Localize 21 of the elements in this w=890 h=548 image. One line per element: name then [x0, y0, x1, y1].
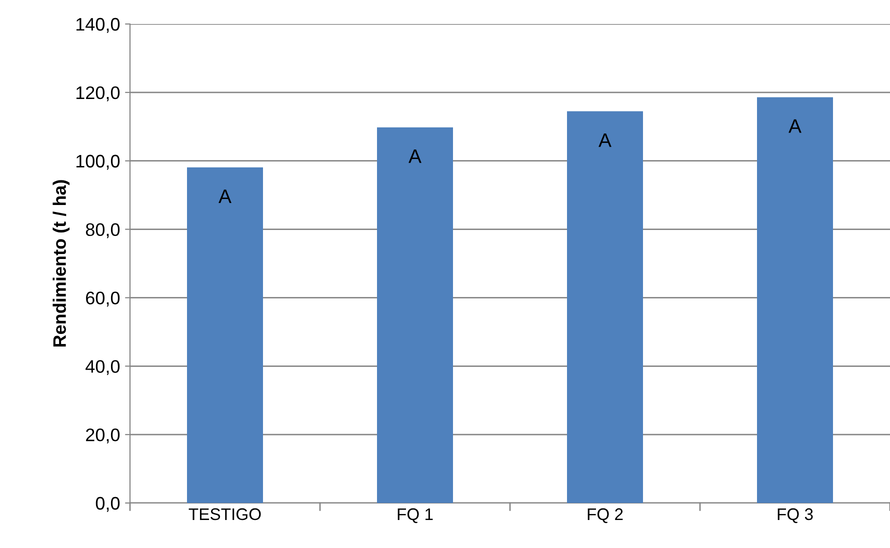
- annotation: A: [598, 133, 612, 147]
- y-tick-label: 60,0: [86, 292, 120, 307]
- x-tick-label: TESTIGO: [188, 508, 261, 520]
- bar: [757, 97, 833, 503]
- y-axis-title: Rendimiento (t / ha): [52, 180, 70, 347]
- y-tick-label: 80,0: [86, 223, 120, 238]
- y-tick-label: 120,0: [76, 86, 120, 102]
- bar: [567, 111, 643, 503]
- annotation: A: [218, 190, 232, 203]
- x-tick-label: FQ 2: [588, 508, 623, 524]
- y-tick-label: 0,0: [96, 496, 120, 512]
- y-tick-label: 140,0: [76, 18, 120, 33]
- y-tick-label: 100,0: [76, 154, 120, 170]
- x-tick-label: FQ 1: [398, 508, 433, 524]
- y-tick-label: 40,0: [86, 360, 120, 375]
- x-tick-label: FQ 3: [778, 508, 813, 524]
- y-tick-label: 20,0: [86, 428, 120, 444]
- bar: [187, 167, 263, 503]
- annotation: A: [788, 119, 802, 133]
- annotation: A: [408, 150, 422, 163]
- bar: [377, 127, 453, 503]
